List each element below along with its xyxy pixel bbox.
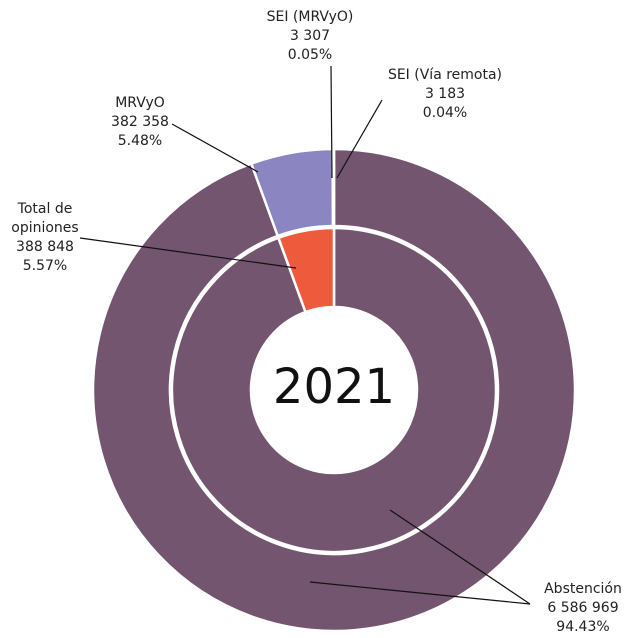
label-percent: 0.05% <box>287 47 333 63</box>
slice <box>170 226 498 554</box>
label-percent: 5.48% <box>117 133 163 149</box>
label-name: MRVyO <box>115 95 165 111</box>
label-count: 388 848 <box>16 239 74 255</box>
label-name: Total de opiniones <box>11 201 79 236</box>
label-percent: 94.43% <box>556 619 610 635</box>
leader-line <box>330 65 333 179</box>
label-name: SEI (Vía remota) <box>387 67 503 83</box>
slice-label: SEI (MRVyO) 3 307 0.05% <box>250 8 370 65</box>
leader-line <box>309 581 531 605</box>
slice-label: MRVyO 382 358 5.48% <box>90 94 190 151</box>
leader-line <box>336 99 383 179</box>
leader-line <box>389 509 531 605</box>
slice-label: SEI (Vía remota) 3 183 0.04% <box>375 66 515 123</box>
slice <box>276 226 336 314</box>
leader-line <box>171 123 259 173</box>
slice <box>332 147 336 228</box>
label-count: 3 307 <box>289 28 331 44</box>
slice-label: Abstención 6 586 969 94.43% <box>538 580 624 637</box>
label-count: 6 586 969 <box>547 600 619 616</box>
leader-line <box>79 237 297 269</box>
label-percent: 5.57% <box>22 258 68 274</box>
label-percent: 0.04% <box>422 105 468 121</box>
inner-ring <box>170 226 498 554</box>
slice-label: Total de opiniones 388 848 5.57% <box>5 200 85 276</box>
outer-ring <box>91 147 577 633</box>
center-label: 2021 <box>273 359 395 415</box>
label-name: Abstención <box>544 581 622 597</box>
label-name: SEI (MRVyO) <box>266 9 354 25</box>
label-count: 382 358 <box>111 114 169 130</box>
label-count: 3 183 <box>424 86 466 102</box>
slice <box>91 147 577 633</box>
